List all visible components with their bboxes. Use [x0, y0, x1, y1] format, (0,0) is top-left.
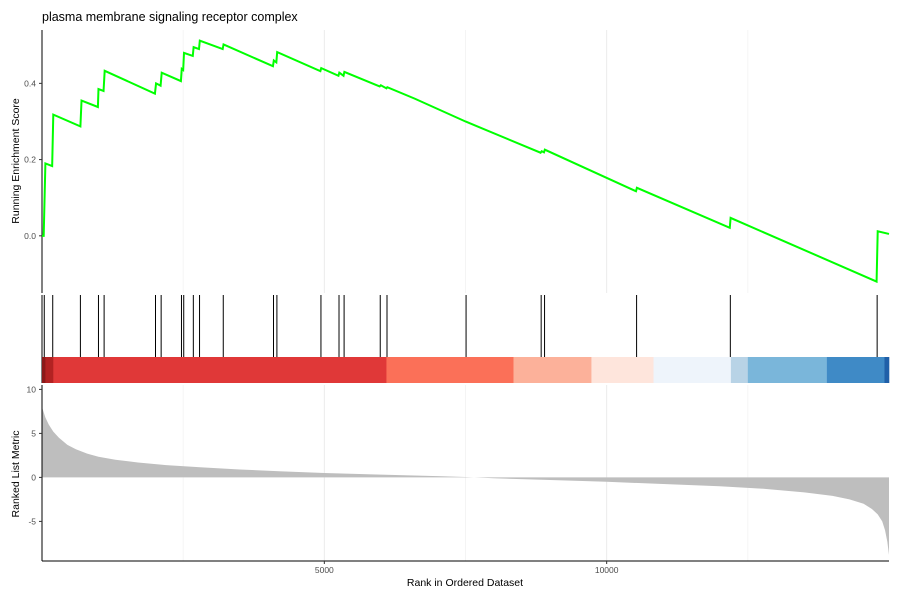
ranked-metric-panel: 10 5 0 -5 5000 10000 Ranked List Metric Rank…	[10, 384, 889, 589]
running-score-y-tick-label: 0.2	[24, 155, 36, 165]
rank-color-segment	[513, 357, 592, 383]
chart-title: plasma membrane signaling receptor compl…	[42, 10, 298, 24]
running-score-panel: 0.0 0.2 0.4 Running Enrichment Score	[10, 30, 890, 293]
ranked-metric-y-tick-label: 5	[31, 428, 36, 438]
running-score-y-title: Running Enrichment Score	[10, 98, 22, 224]
ranked-metric-y-tick-label: -5	[28, 516, 36, 526]
ranked-metric-y-title: Ranked List Metric	[10, 431, 22, 518]
ranked-metric-y-tick-label: 10	[27, 384, 37, 394]
rank-color-segment	[42, 357, 46, 383]
rank-color-segment	[730, 357, 749, 383]
rank-color-segment	[53, 357, 387, 383]
rank-color-segment	[826, 357, 885, 383]
running-score-line	[42, 39, 890, 284]
x-tick-label: 5000	[315, 565, 334, 575]
rank-color-segment	[653, 357, 732, 383]
running-score-y-tick-label: 0.0	[24, 231, 36, 241]
rank-color-segment	[884, 357, 890, 383]
running-score-y-tick-label: 0.4	[24, 78, 36, 88]
ranked-metric-area	[42, 407, 889, 555]
rank-color-segment	[386, 357, 514, 383]
x-tick-label: 10000	[595, 565, 619, 575]
rank-color-segment	[45, 357, 54, 383]
rank-color-segment	[591, 357, 654, 383]
ranked-metric-y-tick-label: 0	[31, 472, 36, 482]
rank-color-segment	[747, 357, 828, 383]
x-axis-title: Rank in Ordered Dataset	[407, 577, 523, 589]
gene-hits-panel	[41, 295, 890, 383]
